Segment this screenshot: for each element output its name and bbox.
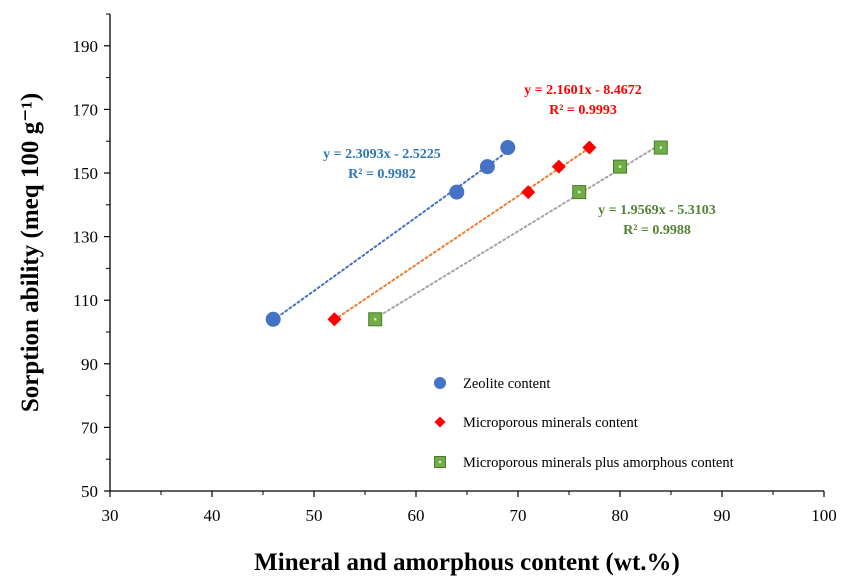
axes: 30 40 50 60 70 80 90 100 50 70 90 110 130 150 170 190: [73, 13, 837, 525]
trendline-equation: y = 2.1601x - 8.4672: [524, 83, 642, 98]
y-tick-label: 50: [81, 482, 98, 501]
trendline-series-1: [272, 150, 509, 322]
trendline-r-squared: R² = 0.9993: [549, 103, 617, 118]
equation-annotations: y = 2.3093x - 2.5225 R² = 0.9982 y = 2.160…: [323, 83, 716, 238]
x-axis-title: Mineral and amorphous content (wt.%): [254, 549, 680, 576]
data-point-series-3: [572, 185, 587, 200]
trendline-r-squared: R² = 0.9982: [348, 167, 416, 182]
square-marker-center: [618, 165, 622, 168]
data-point-series-2: [582, 140, 597, 155]
legend-item: Microporous minerals content: [434, 415, 638, 431]
data-point-series-3: [653, 140, 668, 155]
trendlines: [272, 143, 662, 322]
legend-marker: [434, 416, 446, 428]
square-marker-center: [578, 190, 581, 194]
x-tick-label: 30: [102, 506, 119, 525]
trendline-equation: y = 2.3093x - 2.5225: [323, 147, 441, 162]
legend-item: Microporous minerals plus amorphous cont…: [434, 455, 734, 471]
data-point-series-2: [327, 312, 342, 327]
data-point-series-2: [521, 185, 536, 200]
square-marker-center: [438, 460, 442, 464]
x-tick-label: 90: [714, 506, 731, 525]
legend-item: Zeolite content: [434, 376, 550, 392]
y-tick-label: 90: [81, 355, 98, 374]
y-tick-label: 190: [73, 37, 99, 56]
x-tick-label: 40: [204, 506, 221, 525]
square-marker-center: [659, 146, 662, 149]
legend-marker: [434, 377, 446, 389]
x-tick-label: 50: [306, 506, 323, 525]
legend-label: Microporous minerals content: [463, 415, 638, 431]
data-point-series-1: [479, 159, 495, 175]
y-tick-label: 70: [81, 418, 98, 437]
trendline-equation: y = 1.9569x - 5.3103: [598, 203, 716, 218]
y-tick-label: 130: [73, 228, 99, 247]
x-tick-label: 60: [408, 506, 425, 525]
y-tick-label: 150: [73, 164, 99, 183]
data-point-series-1: [265, 311, 281, 327]
x-tick-label: 70: [510, 506, 527, 525]
x-tick-label: 100: [811, 506, 837, 525]
legend-marker: [434, 456, 446, 468]
legend: Zeolite content Microporous minerals cont…: [434, 376, 734, 471]
legend-label: Microporous minerals plus amorphous cont…: [463, 455, 734, 471]
data-point-series-1: [449, 184, 465, 200]
data-point-series-2: [551, 159, 566, 174]
y-axis-title: Sorption ability (meq 100 g⁻¹): [17, 93, 44, 412]
data-point-series-3: [613, 159, 627, 174]
trendline-series-2: [333, 147, 591, 321]
legend-label: Zeolite content: [463, 376, 550, 392]
data-point-series-3: [368, 312, 383, 327]
data-points: [265, 140, 668, 327]
x-tick-label: 80: [612, 506, 629, 525]
trendline-series-3: [374, 143, 662, 320]
square-marker-center: [374, 318, 377, 321]
y-tick-label: 170: [73, 100, 99, 119]
trendline-r-squared: R² = 0.9988: [623, 223, 691, 238]
data-point-series-1: [500, 140, 516, 156]
y-tick-label: 110: [73, 291, 98, 310]
